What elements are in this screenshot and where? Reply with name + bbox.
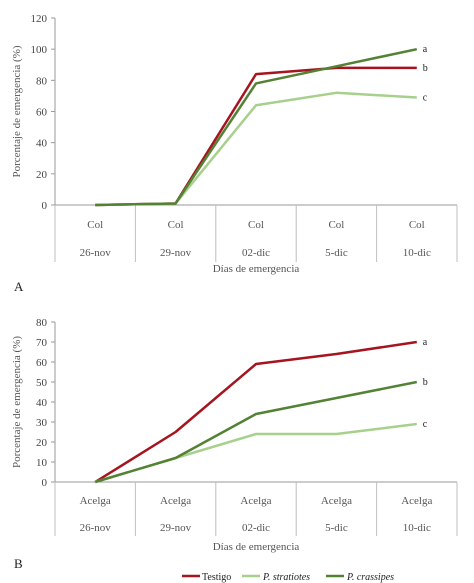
- x-date-label-b: 10-dic: [403, 522, 431, 534]
- x-crop-label-b: Acelga: [160, 495, 191, 507]
- series-line-crassipes-a: [95, 47, 418, 207]
- y-tick-label-a: 60: [36, 107, 48, 119]
- x-date-label-b: 02-dic: [242, 522, 270, 534]
- x-date-label-a: 29-nov: [160, 247, 192, 259]
- x-axis-title-b: Días de emergencia: [213, 541, 300, 553]
- y-tick-label-b: 80: [36, 317, 48, 329]
- y-tick-label-a: 100: [31, 44, 48, 56]
- series-line-testigo-a: [95, 66, 417, 207]
- x-date-label-a: 02-dic: [242, 247, 270, 259]
- y-tick-label-b: 20: [36, 437, 48, 449]
- x-date-label-a: 10-dic: [403, 247, 431, 259]
- x-crop-label-a: Col: [248, 219, 264, 231]
- series-end-label-testigo-b: a: [423, 337, 428, 348]
- x-date-label-b: 26-nov: [80, 522, 112, 534]
- y-tick-label-b: 60: [36, 357, 48, 369]
- series-line-stratiotes-a: [95, 91, 417, 207]
- series-line-testigo-b: [94, 340, 417, 484]
- panel-letter-b: B: [14, 556, 23, 571]
- y-tick-label-b: 0: [42, 477, 48, 489]
- x-date-label-a: 26-nov: [80, 247, 112, 259]
- legend-label-crassipes: P. crassipes: [346, 572, 394, 583]
- series-end-label-stratiotes-a: c: [423, 92, 428, 103]
- y-tick-label-a: 0: [42, 200, 48, 212]
- y-tick-label-b: 70: [36, 337, 48, 349]
- series-end-label-crassipes-b: b: [423, 377, 428, 388]
- x-crop-label-b: Acelga: [321, 495, 352, 507]
- x-crop-label-b: Acelga: [80, 495, 111, 507]
- y-tick-label-b: 40: [36, 397, 48, 409]
- series-end-label-testigo-a: b: [423, 63, 428, 74]
- x-date-label-a: 5-dic: [325, 247, 348, 259]
- y-axis-title-b: Porcentaje de emergencia (%): [11, 336, 23, 468]
- legend-label-testigo: Testigo: [202, 572, 231, 583]
- legend: Testigo P. stratiotes P. crassipes: [182, 572, 394, 583]
- y-tick-label-a: 120: [31, 13, 48, 25]
- y-tick-label-b: 10: [36, 457, 48, 469]
- x-axis-title-a: Días de emergencia: [213, 263, 300, 275]
- y-tick-label-a: 20: [36, 169, 48, 181]
- series-end-label-crassipes-a: a: [423, 44, 428, 55]
- y-axis-title-a: Porcentaje de emergencia (%): [11, 45, 23, 177]
- x-crop-label-a: Col: [409, 219, 425, 231]
- x-crop-label-b: Acelga: [401, 495, 432, 507]
- x-crop-label-a: Col: [168, 219, 184, 231]
- y-tick-label-a: 40: [36, 138, 48, 150]
- y-tick-label-b: 30: [36, 417, 48, 429]
- x-crop-label-a: Col: [87, 219, 103, 231]
- legend-label-stratiotes: P. stratiotes: [262, 572, 310, 583]
- x-date-label-b: 29-nov: [160, 522, 192, 534]
- y-tick-label-b: 50: [36, 377, 48, 389]
- series-line-crassipes-b: [94, 380, 418, 484]
- x-crop-label-b: Acelga: [240, 495, 271, 507]
- x-crop-label-a: Col: [328, 219, 344, 231]
- x-date-label-b: 5-dic: [325, 522, 348, 534]
- series-end-label-stratiotes-b: c: [423, 419, 428, 430]
- panel-letter-a: A: [14, 279, 24, 294]
- y-tick-label-a: 80: [36, 75, 48, 87]
